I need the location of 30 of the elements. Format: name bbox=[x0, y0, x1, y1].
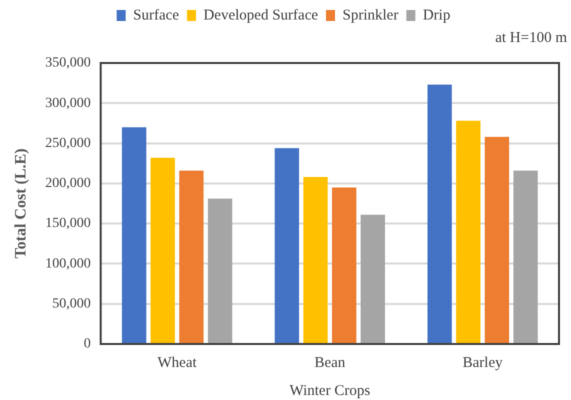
legend-label: Drip bbox=[422, 7, 450, 24]
bar bbox=[179, 170, 204, 343]
legend-label: Surface bbox=[133, 7, 180, 24]
bar bbox=[427, 84, 452, 343]
bar bbox=[274, 148, 300, 343]
legend-label: Developed Surface bbox=[203, 7, 318, 24]
x-tick-label: Wheat bbox=[158, 354, 198, 371]
bar bbox=[513, 170, 538, 343]
y-tick-label: 350,000 bbox=[45, 56, 91, 71]
y-axis-title: Total Cost (L.E) bbox=[12, 148, 30, 259]
bar bbox=[208, 198, 232, 343]
legend-label: Sprinkler bbox=[342, 7, 398, 24]
bar bbox=[484, 136, 510, 343]
y-tick-label: 50,000 bbox=[52, 296, 91, 312]
x-axis-title: Winter Crops bbox=[290, 382, 370, 399]
bar bbox=[150, 158, 175, 343]
y-tick-label: 100,000 bbox=[45, 256, 91, 272]
y-tick-label: 0 bbox=[84, 336, 91, 352]
bar bbox=[122, 127, 146, 343]
bar bbox=[456, 120, 480, 343]
text: at H=100 m bbox=[495, 30, 567, 47]
x-tick-label: Bean bbox=[314, 354, 346, 371]
y-tick-label: 150,000 bbox=[45, 216, 91, 232]
x-tick-label: Barley bbox=[462, 354, 504, 371]
y-tick-label: 300,000 bbox=[45, 96, 91, 111]
y-tick-label: 200,000 bbox=[45, 176, 91, 192]
bar bbox=[303, 177, 328, 343]
bar bbox=[360, 214, 385, 343]
y-tick-label: 250,000 bbox=[45, 136, 91, 151]
bar bbox=[332, 187, 356, 343]
